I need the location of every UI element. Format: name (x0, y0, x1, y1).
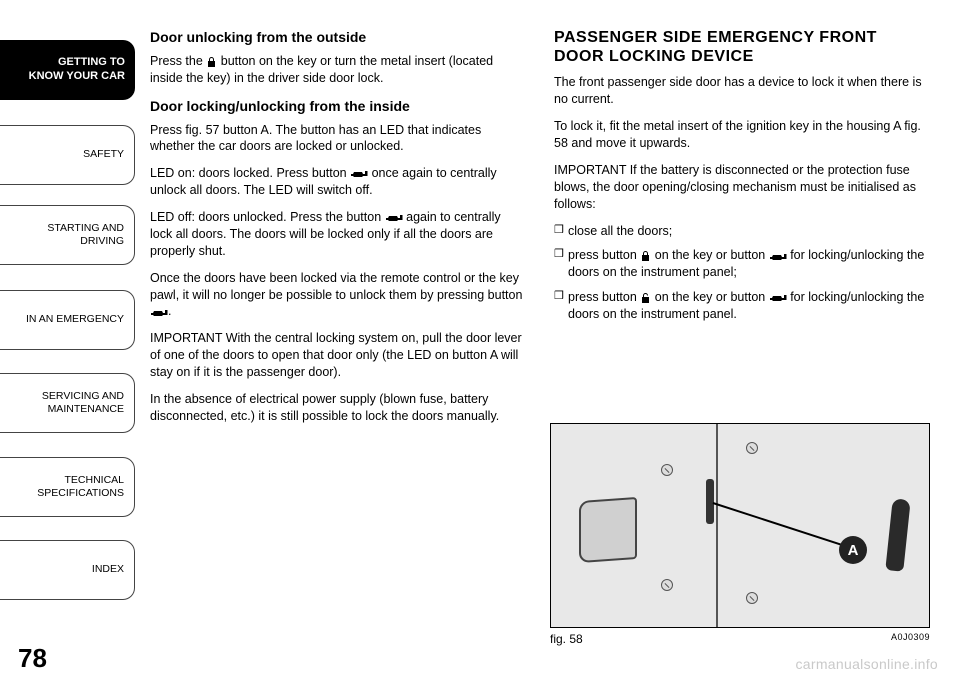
figure-illustration: A (550, 423, 930, 628)
para-led-off: LED off: doors unlocked. Press the butto… (150, 209, 526, 260)
nav-tab-1[interactable]: SAFETY (0, 125, 135, 185)
door-lever (885, 498, 910, 571)
figure-58: A fig. 58 A0J0309 (550, 423, 930, 646)
lock-closed-icon (206, 56, 217, 68)
left-column: Door unlocking from the outside Press th… (150, 28, 526, 631)
screw-icon (746, 592, 758, 604)
heading-unlock-outside: Door unlocking from the outside (150, 28, 526, 47)
car-key-icon (350, 169, 368, 178)
nav-tab-4[interactable]: SERVICING ANDMAINTENANCE (0, 373, 135, 433)
para-no-power: In the absence of electrical power suppl… (150, 391, 526, 425)
para-led-on: LED on: doors locked. Press button once … (150, 165, 526, 199)
para-device-intro: The front passenger side door has a devi… (554, 74, 930, 108)
car-key-icon (769, 293, 787, 302)
para-unlock-outside: Press the button on the key or turn the … (150, 53, 526, 87)
list-item: press button on the key or button for lo… (554, 289, 930, 323)
door-edge-line (716, 424, 718, 627)
heading-emergency-device: PASSENGER SIDE EMERGENCY FRONT DOOR LOCK… (554, 28, 930, 66)
init-steps-list: close all the doors; press button on the… (554, 223, 930, 323)
heading-lock-inside: Door locking/unlocking from the inside (150, 97, 526, 116)
figure-code: A0J0309 (891, 632, 930, 646)
car-key-icon (385, 213, 403, 222)
page-number: 78 (18, 643, 47, 674)
nav-tab-6[interactable]: INDEX (0, 540, 135, 600)
list-item: press button on the key or button for lo… (554, 247, 930, 281)
watermark-text: carmanualsonline.info (796, 656, 939, 672)
callout-badge-a: A (839, 536, 867, 564)
screw-icon (661, 579, 673, 591)
callout-pointer (713, 502, 851, 548)
screw-icon (661, 464, 673, 476)
para-important-central: IMPORTANT With the central locking syste… (150, 330, 526, 381)
nav-tab-0[interactable]: GETTING TOKNOW YOUR CAR (0, 40, 135, 100)
lock-open-icon (640, 292, 651, 304)
screw-icon (746, 442, 758, 454)
figure-number: fig. 58 (550, 632, 583, 646)
nav-tab-2[interactable]: STARTING ANDDRIVING (0, 205, 135, 265)
lock-closed-icon (640, 250, 651, 262)
figure-caption: fig. 58 A0J0309 (550, 632, 930, 646)
para-remote-lock: Once the doors have been locked via the … (150, 270, 526, 321)
nav-tab-3[interactable]: IN AN EMERGENCY (0, 290, 135, 350)
nav-tab-5[interactable]: TECHNICALSPECIFICATIONS (0, 457, 135, 517)
sidebar-nav: GETTING TOKNOW YOUR CAR SAFETY STARTING AN… (0, 0, 135, 686)
car-key-icon (769, 252, 787, 261)
para-led-intro: Press fig. 57 button A. The button has a… (150, 122, 526, 156)
list-item: close all the doors; (554, 223, 930, 240)
para-important-init: IMPORTANT If the battery is disconnected… (554, 162, 930, 213)
para-lock-it: To lock it, fit the metal insert of the … (554, 118, 930, 152)
car-key-icon (150, 308, 168, 317)
door-latch (579, 497, 637, 563)
